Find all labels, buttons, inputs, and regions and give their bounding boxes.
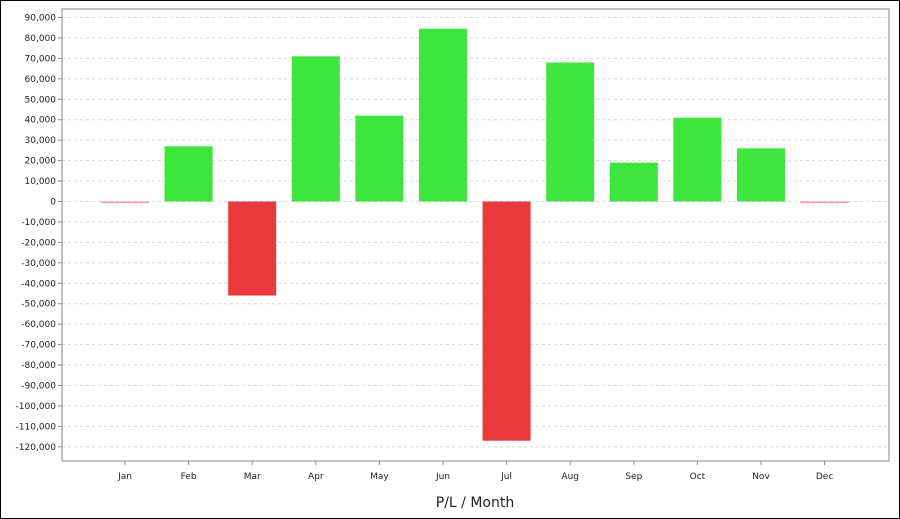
bar-mar (228, 201, 277, 296)
bar-sep (609, 162, 658, 202)
x-tick-label-jul: Jul (500, 472, 512, 482)
x-tick-label-nov: Nov (752, 472, 770, 482)
bar-dec (800, 201, 849, 204)
x-tick-label-dec: Dec (816, 472, 833, 482)
x-tick-label-jun: Jun (435, 472, 450, 482)
bar-feb (164, 146, 213, 202)
bar-jan (101, 201, 149, 204)
x-tick-label-sep: Sep (625, 472, 642, 482)
bars (101, 28, 849, 441)
bar-apr (291, 56, 340, 202)
y-tick-label: -100,000 (16, 402, 57, 412)
y-tick-label: -120,000 (16, 443, 57, 453)
y-axis-ticks: 90,000 80,000 70,000 60,000 50,000 40,000 30,0… (16, 14, 62, 453)
x-tick-label-aug: Aug (561, 472, 579, 482)
bar-jul (482, 201, 531, 441)
y-tick-label: 10,000 (25, 177, 57, 187)
y-tick-label: 30,000 (25, 136, 57, 146)
bar-may (355, 115, 404, 202)
x-tick-label-mar: Mar (244, 472, 261, 482)
y-tick-label: -30,000 (21, 259, 56, 269)
y-tick-label: 20,000 (25, 157, 57, 167)
y-tick-label: 90,000 (25, 14, 57, 24)
bar-oct (673, 117, 722, 202)
y-tick-label: 40,000 (25, 116, 57, 126)
y-tick-label: -80,000 (21, 361, 56, 371)
x-tick-label-oct: Oct (690, 472, 706, 482)
y-tick-label: -60,000 (21, 320, 56, 330)
bar-nov (737, 148, 785, 202)
y-tick-label: -50,000 (21, 300, 56, 310)
y-tick-label: -110,000 (16, 422, 57, 432)
x-axis-title: P/L / Month (436, 495, 514, 511)
y-tick-label: -20,000 (21, 238, 56, 248)
y-tick-label: -70,000 (21, 341, 56, 351)
y-tick-label: 50,000 (25, 95, 57, 105)
x-tick-label-apr: Apr (308, 472, 324, 482)
y-tick-label: 70,000 (25, 54, 57, 64)
x-tick-label-may: May (370, 472, 389, 482)
y-tick-label: 60,000 (25, 75, 57, 85)
y-tick-label: 80,000 (25, 34, 57, 44)
y-tick-label: -90,000 (21, 382, 56, 392)
y-tick-label: -40,000 (21, 279, 56, 289)
x-tick-label-jan: Jan (117, 472, 132, 482)
grid-lines (62, 17, 889, 448)
y-tick-label: 0 (50, 198, 56, 208)
plot-area-border (61, 8, 890, 462)
y-tick-label: -10,000 (21, 218, 56, 228)
bar-jun (419, 28, 467, 202)
x-axis-ticks: Jan Feb Mar Apr May Jun Jul Aug Sep Oct Nov Dec (117, 461, 833, 482)
x-tick-label-feb: Feb (181, 472, 197, 482)
bar-aug (546, 62, 595, 202)
